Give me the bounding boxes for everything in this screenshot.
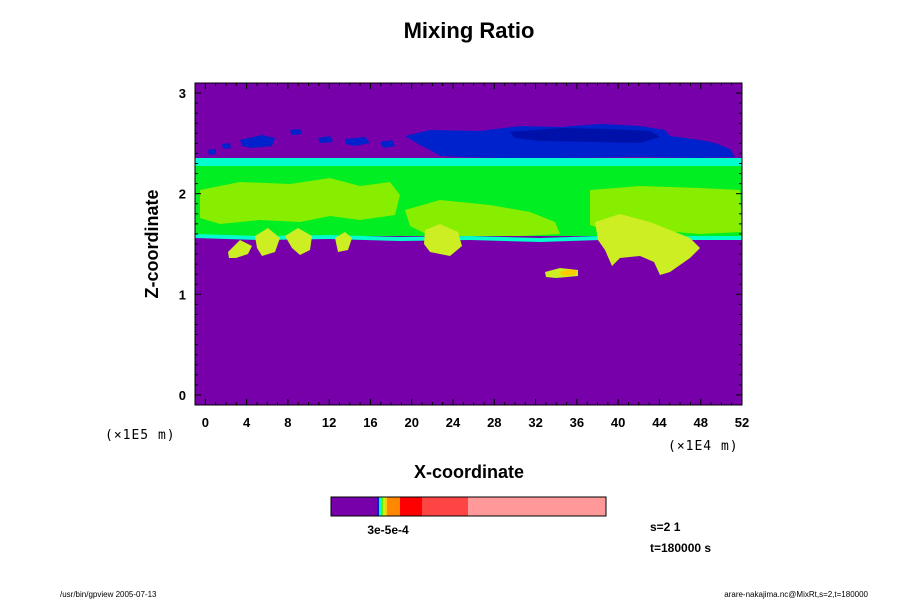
x-axis-multiplier: (×1E4 m) xyxy=(668,439,739,454)
upper-blue-patch xyxy=(380,140,395,148)
yellowgreen-cell xyxy=(285,228,312,255)
t-label: t=180000 s xyxy=(650,541,711,555)
x-tick-label: 0 xyxy=(202,415,209,430)
y-axis: 0 1 2 3 xyxy=(179,82,742,406)
colorbar-segment xyxy=(422,497,468,516)
y-tick-label: 2 xyxy=(179,187,186,202)
upper-blue-patches xyxy=(208,124,735,158)
lightgreen-region xyxy=(200,178,400,224)
x-tick-label: 40 xyxy=(611,415,625,430)
layer-cyan-top xyxy=(195,158,742,167)
footer-left: /usr/bin/gpview 2005-07-13 xyxy=(60,590,157,599)
x-tick-label: 28 xyxy=(487,415,501,430)
colorbar-segment xyxy=(400,497,422,516)
x-axis: 0 4 8 12 16 20 24 28 32 36 40 44 48 52 xyxy=(202,83,749,430)
yellowgreen-cell xyxy=(335,232,352,252)
plot-area xyxy=(194,82,743,406)
y-tick-label: 1 xyxy=(179,287,186,302)
chart-title: Mixing Ratio xyxy=(404,18,535,43)
colorbar-labels: 3e-5e-4 xyxy=(367,523,409,537)
upper-blue-patch xyxy=(290,129,302,135)
s-label: s=2 1 xyxy=(650,520,681,534)
x-tick-label: 48 xyxy=(693,415,707,430)
upper-blue-patch xyxy=(345,137,370,146)
y-axis-multiplier: (×1E5 m) xyxy=(105,428,176,443)
x-tick-label: 36 xyxy=(570,415,584,430)
upper-blue-patch xyxy=(208,149,216,155)
upper-blue-patch xyxy=(318,136,333,143)
colorbar-frame xyxy=(330,496,607,517)
x-tick-label: 4 xyxy=(243,415,251,430)
yellowgreen-cell xyxy=(255,228,280,256)
x-tick-label: 20 xyxy=(405,415,419,430)
upper-dark-patch xyxy=(510,128,660,143)
footer-right: arare-nakajima.nc@MixRt,s=2,t=180000 xyxy=(724,590,868,599)
x-tick-label: 24 xyxy=(446,415,461,430)
colorbar-segment xyxy=(387,497,400,516)
x-tick-label: 12 xyxy=(322,415,336,430)
x-tick-label: 32 xyxy=(528,415,542,430)
x-tick-label: 44 xyxy=(652,415,667,430)
colorbar-segment xyxy=(381,497,383,516)
y-tick-label: 3 xyxy=(179,86,186,101)
colorbar-segment xyxy=(468,497,606,516)
colorbar xyxy=(330,496,607,517)
x-tick-label: 8 xyxy=(284,415,291,430)
upper-blue-patch xyxy=(240,135,275,148)
colorbar-segment xyxy=(383,497,385,516)
orange-cell xyxy=(560,269,577,276)
main-layer xyxy=(195,158,742,278)
colorbar-segment xyxy=(377,497,379,516)
x-axis-label: X-coordinate xyxy=(414,462,524,482)
y-tick-label: 0 xyxy=(179,388,186,403)
colorbar-segment xyxy=(379,497,381,516)
x-tick-label: 16 xyxy=(363,415,377,430)
y-axis-label: Z-coordinate xyxy=(142,189,162,298)
colorbar-segment xyxy=(331,497,377,516)
upper-blue-patch xyxy=(222,143,231,149)
yellowgreen-cell xyxy=(595,214,700,275)
colorbar-segment xyxy=(385,497,387,516)
yellowgreen-cell xyxy=(424,224,462,256)
yellowgreen-cell xyxy=(228,240,252,258)
x-tick-label: 52 xyxy=(735,415,749,430)
